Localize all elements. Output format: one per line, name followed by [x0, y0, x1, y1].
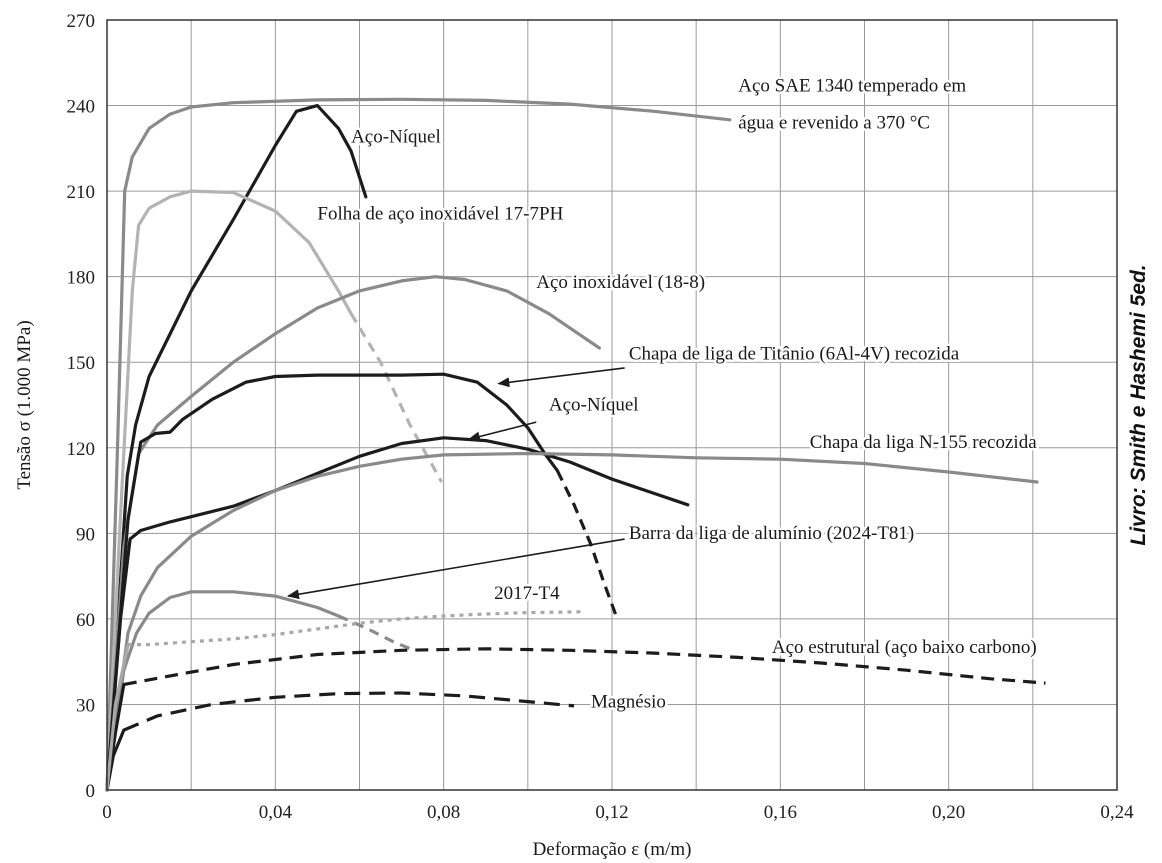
series-line-3: [349, 312, 443, 483]
y-tick-label: 120: [67, 439, 96, 460]
y-tick-label: 270: [67, 11, 96, 32]
x-tick-label: 0,12: [595, 802, 628, 823]
series-line-10: [337, 614, 415, 652]
series-line-8: [105, 451, 1039, 792]
series-line-12: [123, 647, 1046, 687]
series-labels: Aço SAE 1340 temperado em água e revenido…: [315, 73, 1040, 715]
plot-frame: [106, 19, 1118, 791]
series-line-6: [555, 469, 618, 617]
series-line-9: [105, 590, 341, 792]
series-label: Magnésio: [591, 691, 666, 712]
y-tick-label: 240: [67, 97, 96, 118]
series-label: Chapa de liga de Titânio (6Al-4V) recozi…: [629, 343, 960, 364]
series-line-16: [105, 643, 130, 792]
annotation-arrow: [286, 538, 625, 600]
series-label: Barra da liga de alumínio (2024-T81): [629, 523, 914, 544]
series-line-1: [105, 104, 368, 792]
y-tick-label: 90: [76, 524, 95, 545]
y-tick-label: 180: [67, 268, 96, 289]
book-credit: Livro: Smith e Hashemi 5ed.: [1127, 264, 1150, 545]
y-tick-label: 210: [67, 182, 96, 203]
series-label: Aço SAE 1340 temperado em: [738, 75, 966, 96]
y-tick-label: 60: [76, 610, 95, 631]
x-tick-label: 0,04: [259, 802, 293, 823]
series-line-0: [105, 97, 732, 792]
series-group: [105, 97, 1046, 792]
x-tick-label: 0: [102, 802, 112, 823]
y-tick-label: 0: [86, 781, 96, 802]
tick-labels: 0 0,04 0,08 0,12 0,16 0,20 0,24 0 30 60 90 120 150 18…: [67, 11, 1135, 823]
annotation-arrow: [467, 421, 537, 442]
series-line-11: [128, 610, 583, 647]
series-line-13: [123, 691, 575, 732]
series-label: 2017-T4: [494, 583, 560, 604]
series-label: água e revenido a 370 °C: [738, 112, 930, 133]
series-line-5: [105, 372, 559, 792]
x-tick-label: 0,24: [1100, 802, 1134, 823]
x-axis-title: Deformação ε (m/m): [533, 839, 692, 860]
y-tick-label: 30: [76, 695, 95, 716]
series-label: Aço-Níquel: [351, 127, 441, 148]
series-label: Aço-Níquel: [549, 395, 639, 416]
x-tick-label: 0,16: [764, 802, 797, 823]
series-line-2: [105, 189, 353, 792]
series-label: Folha de aço inoxidável 17-7PH: [317, 204, 563, 225]
series-line-7: [105, 436, 690, 792]
x-tick-label: 0,08: [427, 802, 460, 823]
x-tick-label: 0,20: [932, 802, 965, 823]
arrows-group: [286, 367, 625, 600]
series-label: Aço estrutural (aço baixo carbono): [772, 637, 1037, 658]
series-label: Chapa da liga N-155 recozida: [810, 432, 1037, 453]
y-tick-label: 150: [67, 353, 96, 374]
series-label: Aço inoxidável (18-8): [536, 272, 705, 293]
y-axis-title: Tensão σ (1.000 MPa): [14, 320, 35, 489]
annotation-arrow: [497, 367, 625, 388]
